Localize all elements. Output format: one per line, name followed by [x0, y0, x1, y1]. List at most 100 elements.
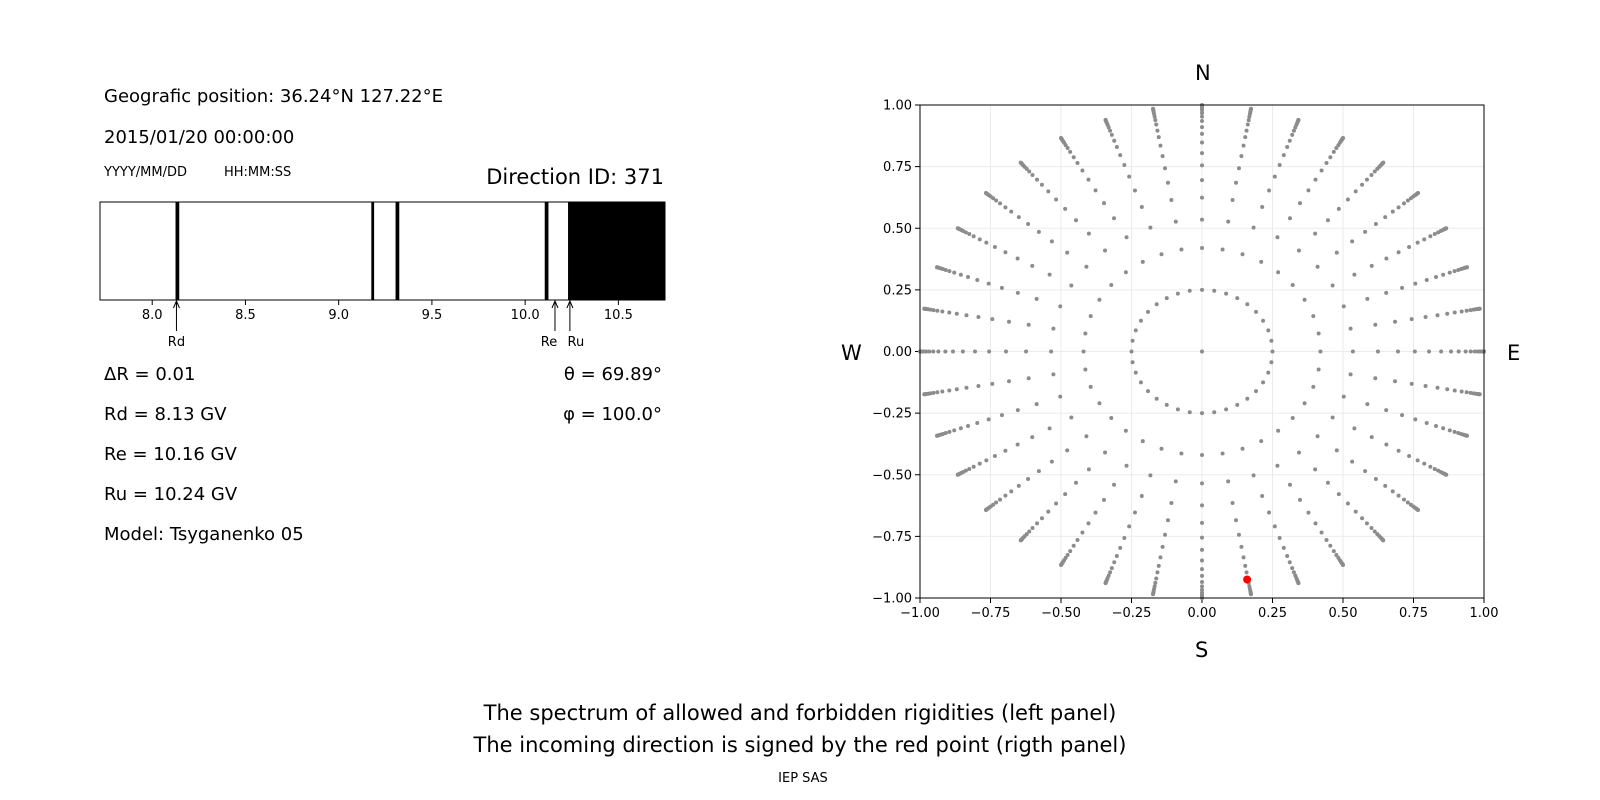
ray-point — [1039, 516, 1044, 521]
ray-point — [1200, 119, 1204, 124]
ray-point — [1071, 155, 1076, 160]
forbidden-band — [544, 202, 549, 300]
ray-point — [1200, 163, 1204, 168]
ray-point — [1468, 349, 1473, 354]
inner-circle-point — [1212, 410, 1217, 415]
ray-point — [1477, 392, 1482, 397]
rd-value: Rd = 8.13 GV — [104, 404, 227, 425]
ray-point — [1369, 526, 1374, 531]
marker-arrowhead — [172, 299, 180, 309]
ray-point — [1024, 349, 1029, 354]
ray-point — [1423, 315, 1428, 320]
ray-point — [1123, 428, 1128, 433]
ray-point — [1153, 118, 1158, 123]
y-tick-label: −0.25 — [872, 407, 912, 422]
ray-point — [1428, 234, 1433, 239]
ray-point — [1200, 178, 1204, 183]
ray-point — [1365, 402, 1370, 407]
ray-point — [1415, 240, 1420, 245]
ray-point — [1179, 451, 1184, 456]
ray-point — [998, 201, 1003, 206]
ray-point — [931, 308, 936, 313]
ray-point — [1093, 188, 1098, 193]
ray-point — [1296, 581, 1301, 586]
geographic-position: Geografic position: 36.24°N 127.22°E — [104, 86, 444, 107]
ray-point — [1165, 180, 1170, 185]
inner-circle-point — [1175, 291, 1180, 296]
ray-point — [1030, 526, 1035, 531]
ray-point — [1109, 282, 1114, 287]
ray-point — [1054, 197, 1059, 202]
ray-point — [1027, 169, 1032, 174]
ray-point — [1369, 263, 1374, 268]
ray-point — [1118, 153, 1123, 158]
ray-point — [947, 388, 952, 393]
ray-point — [1464, 308, 1469, 313]
ray-point — [1047, 272, 1052, 277]
ray-point — [983, 191, 988, 196]
ray-point — [1276, 270, 1281, 275]
inner-circle-point — [1254, 309, 1259, 314]
ray-point — [1088, 384, 1093, 389]
ray-point — [1236, 166, 1241, 171]
ray-point — [1444, 226, 1449, 231]
ray-point — [1384, 290, 1389, 295]
ray-point — [1015, 290, 1020, 295]
ray-point — [1472, 349, 1477, 354]
ray-point — [1103, 248, 1108, 253]
ray-point — [1328, 543, 1333, 548]
date-format-label: YYYY/MM/DD — [104, 165, 187, 180]
ray-point — [1409, 381, 1414, 386]
ray-point — [1331, 549, 1336, 554]
ray-point — [1169, 500, 1174, 505]
ray-point — [1200, 584, 1204, 589]
ray-point — [990, 317, 995, 322]
ray-point — [1234, 180, 1239, 185]
ray-point — [1026, 376, 1031, 381]
ray-point — [972, 349, 977, 354]
ray-point — [1281, 545, 1286, 550]
ray-point — [1275, 235, 1280, 240]
y-tick-label: 1.00 — [883, 99, 912, 114]
ray-point — [1108, 128, 1113, 133]
ray-point — [1297, 201, 1302, 206]
ray-point — [1468, 390, 1473, 395]
ray-point — [1081, 349, 1086, 354]
ray-point — [1200, 567, 1204, 572]
ray-point — [1315, 264, 1320, 269]
x-tick-label: 8.0 — [142, 308, 163, 323]
y-tick-label: 0.25 — [883, 283, 912, 298]
ray-point — [1220, 451, 1225, 456]
ray-point — [1124, 235, 1129, 240]
ray-point — [1341, 136, 1345, 141]
inner-circle-point — [1130, 338, 1135, 343]
inner-circle-point — [1269, 360, 1274, 365]
ray-point — [1353, 189, 1358, 194]
ray-point — [1311, 314, 1316, 319]
ray-point — [1015, 442, 1020, 447]
ray-point — [1381, 538, 1386, 543]
ray-point — [1290, 566, 1295, 571]
inner-circle-point — [1261, 380, 1266, 385]
ray-point — [1112, 482, 1117, 487]
ray-point — [1373, 221, 1378, 226]
ray-point — [1034, 402, 1039, 407]
ray-point — [1156, 563, 1161, 568]
incoming-direction-point — [1243, 575, 1252, 584]
ray-point — [1226, 479, 1231, 484]
ray-point — [1364, 177, 1369, 182]
ray-point — [1200, 481, 1204, 486]
ray-point — [1112, 138, 1117, 143]
ray-point — [922, 306, 927, 311]
ray-point — [1285, 144, 1290, 149]
spectrum-frame — [99, 201, 666, 301]
ray-point — [1311, 384, 1316, 389]
ray-point — [1384, 256, 1389, 261]
ray-point — [1316, 331, 1321, 336]
ray-point — [1302, 297, 1307, 302]
ray-point — [998, 497, 1003, 502]
ray-point — [1088, 314, 1093, 319]
ray-point — [1080, 168, 1085, 173]
ray-point — [1026, 322, 1031, 327]
inner-circle-point — [1133, 370, 1138, 375]
